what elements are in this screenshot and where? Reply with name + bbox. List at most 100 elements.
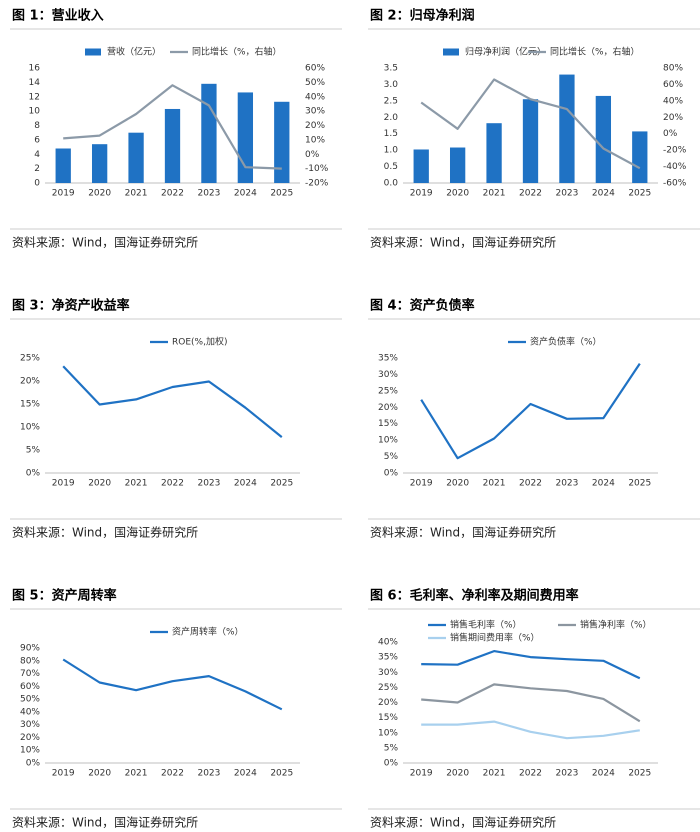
x-tick-label: 2022 xyxy=(161,479,184,489)
figure-title: 图 2：归母净利润 xyxy=(370,8,475,24)
y-tick-label: 10% xyxy=(378,728,398,738)
x-tick-label: 2024 xyxy=(592,479,615,489)
series-line xyxy=(420,78,641,170)
y-tick-label: 3.5 xyxy=(384,64,398,74)
x-tick-label: 2023 xyxy=(555,189,578,199)
bar xyxy=(632,131,648,183)
figure-title: 图 1：营业收入 xyxy=(12,8,104,24)
x-tick-label: 2019 xyxy=(410,189,433,199)
y-tick-label: 30% xyxy=(378,668,398,678)
legend-label: 销售期间费用率（%） xyxy=(450,632,540,644)
y-tick-label: 25% xyxy=(20,354,40,364)
series-line xyxy=(421,720,640,740)
x-tick-label: 2022 xyxy=(519,189,542,199)
figure-title: 图 4：资产负债率 xyxy=(370,298,475,314)
x-tick-label: 2020 xyxy=(88,769,111,779)
figure-title: 图 5：资产周转率 xyxy=(12,588,117,604)
legend-label: 同比增长（%，右轴） xyxy=(192,46,282,58)
y-tick-label: 50% xyxy=(20,695,40,705)
y-tick-label: 16 xyxy=(29,64,41,74)
y-tick-label: 5% xyxy=(384,452,399,462)
bar xyxy=(595,95,612,183)
y-tick-label: 80% xyxy=(20,656,40,666)
y2-tick-label: -60% xyxy=(663,179,687,189)
series-line xyxy=(420,362,641,460)
x-tick-label: 2019 xyxy=(52,769,75,779)
series-line xyxy=(421,650,641,680)
legend-label: 同比增长（%，右轴） xyxy=(550,46,640,58)
series-line xyxy=(421,683,641,723)
x-tick-label: 2025 xyxy=(628,769,651,779)
y-tick-label: 60% xyxy=(20,682,40,692)
y2-tick-label: -40% xyxy=(663,162,687,172)
y2-tick-label: 50% xyxy=(305,78,325,88)
y-tick-label: 0% xyxy=(26,469,41,479)
y-tick-label: 70% xyxy=(20,669,40,679)
y-tick-label: 10% xyxy=(378,436,398,446)
x-tick-label: 2024 xyxy=(234,189,257,199)
source-note: 资料来源：Wind，国海证券研究所 xyxy=(370,235,556,250)
bar xyxy=(559,74,575,183)
bar xyxy=(274,101,290,183)
legend-swatch xyxy=(85,48,101,56)
legend-label: 资产负债率（%） xyxy=(530,336,602,348)
x-tick-label: 2024 xyxy=(592,769,615,779)
y-tick-label: 30% xyxy=(20,720,40,730)
y2-tick-label: -20% xyxy=(663,146,687,156)
y-tick-label: 5% xyxy=(26,446,41,456)
y-tick-label: 2.0 xyxy=(384,113,399,123)
y-tick-label: 20% xyxy=(378,698,398,708)
source-note: 资料来源：Wind，国海证券研究所 xyxy=(370,525,556,540)
x-tick-label: 2023 xyxy=(197,189,220,199)
y-tick-label: 14 xyxy=(29,78,41,88)
x-tick-label: 2023 xyxy=(555,769,578,779)
x-tick-label: 2020 xyxy=(446,479,469,489)
bar xyxy=(522,99,539,183)
x-tick-label: 2024 xyxy=(592,189,615,199)
y-tick-label: 0% xyxy=(384,759,399,769)
legend-label: 资产周转率（%） xyxy=(172,626,244,638)
figure-title: 图 6：毛利率、净利率及期间费用率 xyxy=(370,588,579,604)
y2-tick-label: 60% xyxy=(305,64,325,74)
source-note: 资料来源：Wind，国海证券研究所 xyxy=(12,525,198,540)
series-line xyxy=(62,365,283,438)
legend-label: ROE(%,加权) xyxy=(172,336,227,348)
x-tick-label: 2019 xyxy=(52,479,75,489)
bar xyxy=(413,149,429,183)
y-tick-label: 0.0 xyxy=(384,179,399,189)
y-tick-label: 2 xyxy=(34,164,40,174)
x-tick-label: 2021 xyxy=(125,189,148,199)
y-tick-label: 20% xyxy=(20,377,40,387)
figure-title: 图 3：净资产收益率 xyxy=(12,298,130,314)
y-tick-label: 25% xyxy=(378,683,398,693)
x-tick-label: 2020 xyxy=(88,479,111,489)
x-tick-label: 2022 xyxy=(161,769,184,779)
x-tick-label: 2023 xyxy=(555,479,578,489)
y-tick-label: 20% xyxy=(20,733,40,743)
x-tick-label: 2025 xyxy=(270,769,293,779)
y-tick-label: 30% xyxy=(378,370,398,380)
y-tick-label: 40% xyxy=(20,707,40,717)
y-tick-label: 2.5 xyxy=(384,96,398,106)
y-tick-label: 15% xyxy=(378,419,398,429)
x-tick-label: 2024 xyxy=(234,769,257,779)
y-tick-label: 35% xyxy=(378,354,398,364)
y-tick-label: 4 xyxy=(34,150,40,160)
y-tick-label: 25% xyxy=(378,386,398,396)
y-tick-label: 35% xyxy=(378,653,398,663)
y-tick-label: 0% xyxy=(26,759,41,769)
y2-tick-label: 20% xyxy=(663,113,683,123)
y2-tick-label: 20% xyxy=(305,121,325,131)
bar xyxy=(128,132,144,183)
x-tick-label: 2019 xyxy=(410,769,433,779)
x-tick-label: 2024 xyxy=(234,479,257,489)
y-tick-label: 15% xyxy=(20,400,40,410)
y-tick-label: 12 xyxy=(29,92,40,102)
legend-label: 销售净利率（%） xyxy=(580,619,652,631)
y2-tick-label: 0% xyxy=(663,129,678,139)
x-tick-label: 2021 xyxy=(483,479,506,489)
y-tick-label: 0% xyxy=(384,469,399,479)
x-tick-label: 2023 xyxy=(197,769,220,779)
x-tick-label: 2019 xyxy=(52,189,75,199)
